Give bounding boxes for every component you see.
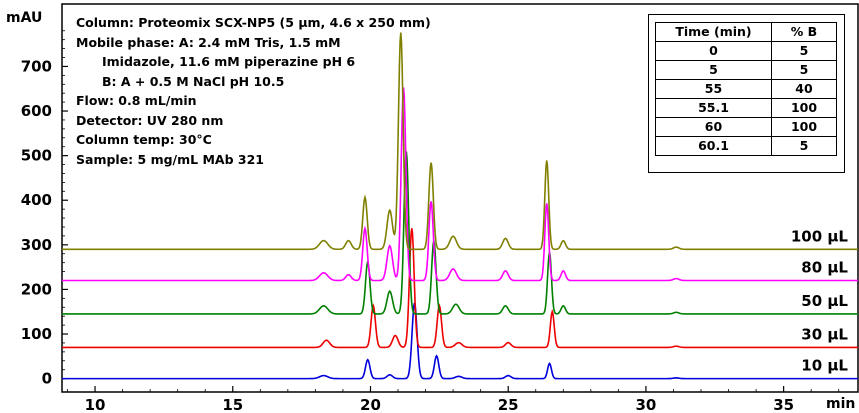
table-cell: 5 xyxy=(771,136,837,156)
y-tick-label: 700 xyxy=(21,57,52,75)
y-tick-label: 500 xyxy=(21,147,52,165)
method-annotation: Column: Proteomix SCX-NP5 (5 µm, 4.6 x 2… xyxy=(76,13,431,169)
table-header-row: Time (min) % B xyxy=(655,22,837,42)
annotation-line: Column: Proteomix SCX-NP5 (5 µm, 4.6 x 2… xyxy=(76,15,431,30)
series-line xyxy=(62,32,858,251)
series-label: 10 µL xyxy=(801,357,848,375)
y-tick-label: 600 xyxy=(21,102,52,120)
table-header-percent-b: % B xyxy=(771,22,837,42)
series-line xyxy=(62,87,858,282)
table-cell: 100 xyxy=(771,98,837,118)
y-tick-label: 0 xyxy=(42,370,52,388)
y-tick-label: 300 xyxy=(21,236,52,254)
y-tick-label: 400 xyxy=(21,191,52,209)
table-cell: 40 xyxy=(771,79,837,99)
series-line xyxy=(62,302,858,380)
annotation-line: Detector: UV 280 nm xyxy=(76,112,224,128)
x-tick-label: 15 xyxy=(222,396,243,413)
annotation-line: Flow: 0.8 mL/min xyxy=(76,93,197,108)
series-line xyxy=(62,151,858,315)
x-axis-label: min xyxy=(826,396,855,412)
x-tick-label: 20 xyxy=(360,396,381,413)
table-cell: 0 xyxy=(655,41,772,61)
series-label: 80 µL xyxy=(801,259,848,277)
table-row: 60.1 5 xyxy=(655,136,837,156)
x-tick-label: 25 xyxy=(498,396,519,413)
gradient-table-frame xyxy=(648,14,845,173)
table-cell: 55.1 xyxy=(655,98,772,118)
series-label: 100 µL xyxy=(791,227,849,245)
gradient-table: Time (min) % B 0 5 5 5 55 40 55.1 100 60… xyxy=(655,22,837,156)
annotation-line: Column temp: 30°C xyxy=(76,132,212,147)
table-row: 0 5 xyxy=(655,41,837,61)
table-header-time: Time (min) xyxy=(655,22,772,42)
table-cell: 5 xyxy=(771,60,837,80)
table-cell: 55 xyxy=(655,79,772,99)
x-tick-label: 30 xyxy=(635,396,656,413)
annotation-line: B: A + 0.5 M NaCl pH 10.5 xyxy=(102,73,285,89)
series-label: 30 µL xyxy=(801,325,848,343)
table-row: 55 40 xyxy=(655,79,837,99)
table-cell: 60.1 xyxy=(655,136,772,156)
y-tick-label: 100 xyxy=(21,325,52,343)
annotation-line: Mobile phase: A: 2.4 mM Tris, 1.5 mM xyxy=(76,34,341,50)
x-tick-label: 35 xyxy=(773,396,794,413)
table-cell: 5 xyxy=(655,60,772,80)
table-row: 5 5 xyxy=(655,60,837,80)
table-row: 55.1 100 xyxy=(655,98,837,118)
plot-frame xyxy=(61,3,859,393)
table-row: 60 100 xyxy=(655,117,837,137)
series-line xyxy=(62,228,858,349)
annotation-line: Sample: 5 mg/mL MAb 321 xyxy=(76,151,264,167)
series-label: 50 µL xyxy=(801,292,848,310)
table-cell: 100 xyxy=(771,117,837,137)
y-tick-label: 200 xyxy=(21,280,52,298)
x-tick-label: 10 xyxy=(85,396,106,413)
table-cell: 5 xyxy=(771,41,837,61)
annotation-line: Imidazole, 11.6 mM piperazine pH 6 xyxy=(102,54,356,69)
y-axis-label: mAU xyxy=(6,10,42,26)
table-cell: 60 xyxy=(655,117,772,137)
